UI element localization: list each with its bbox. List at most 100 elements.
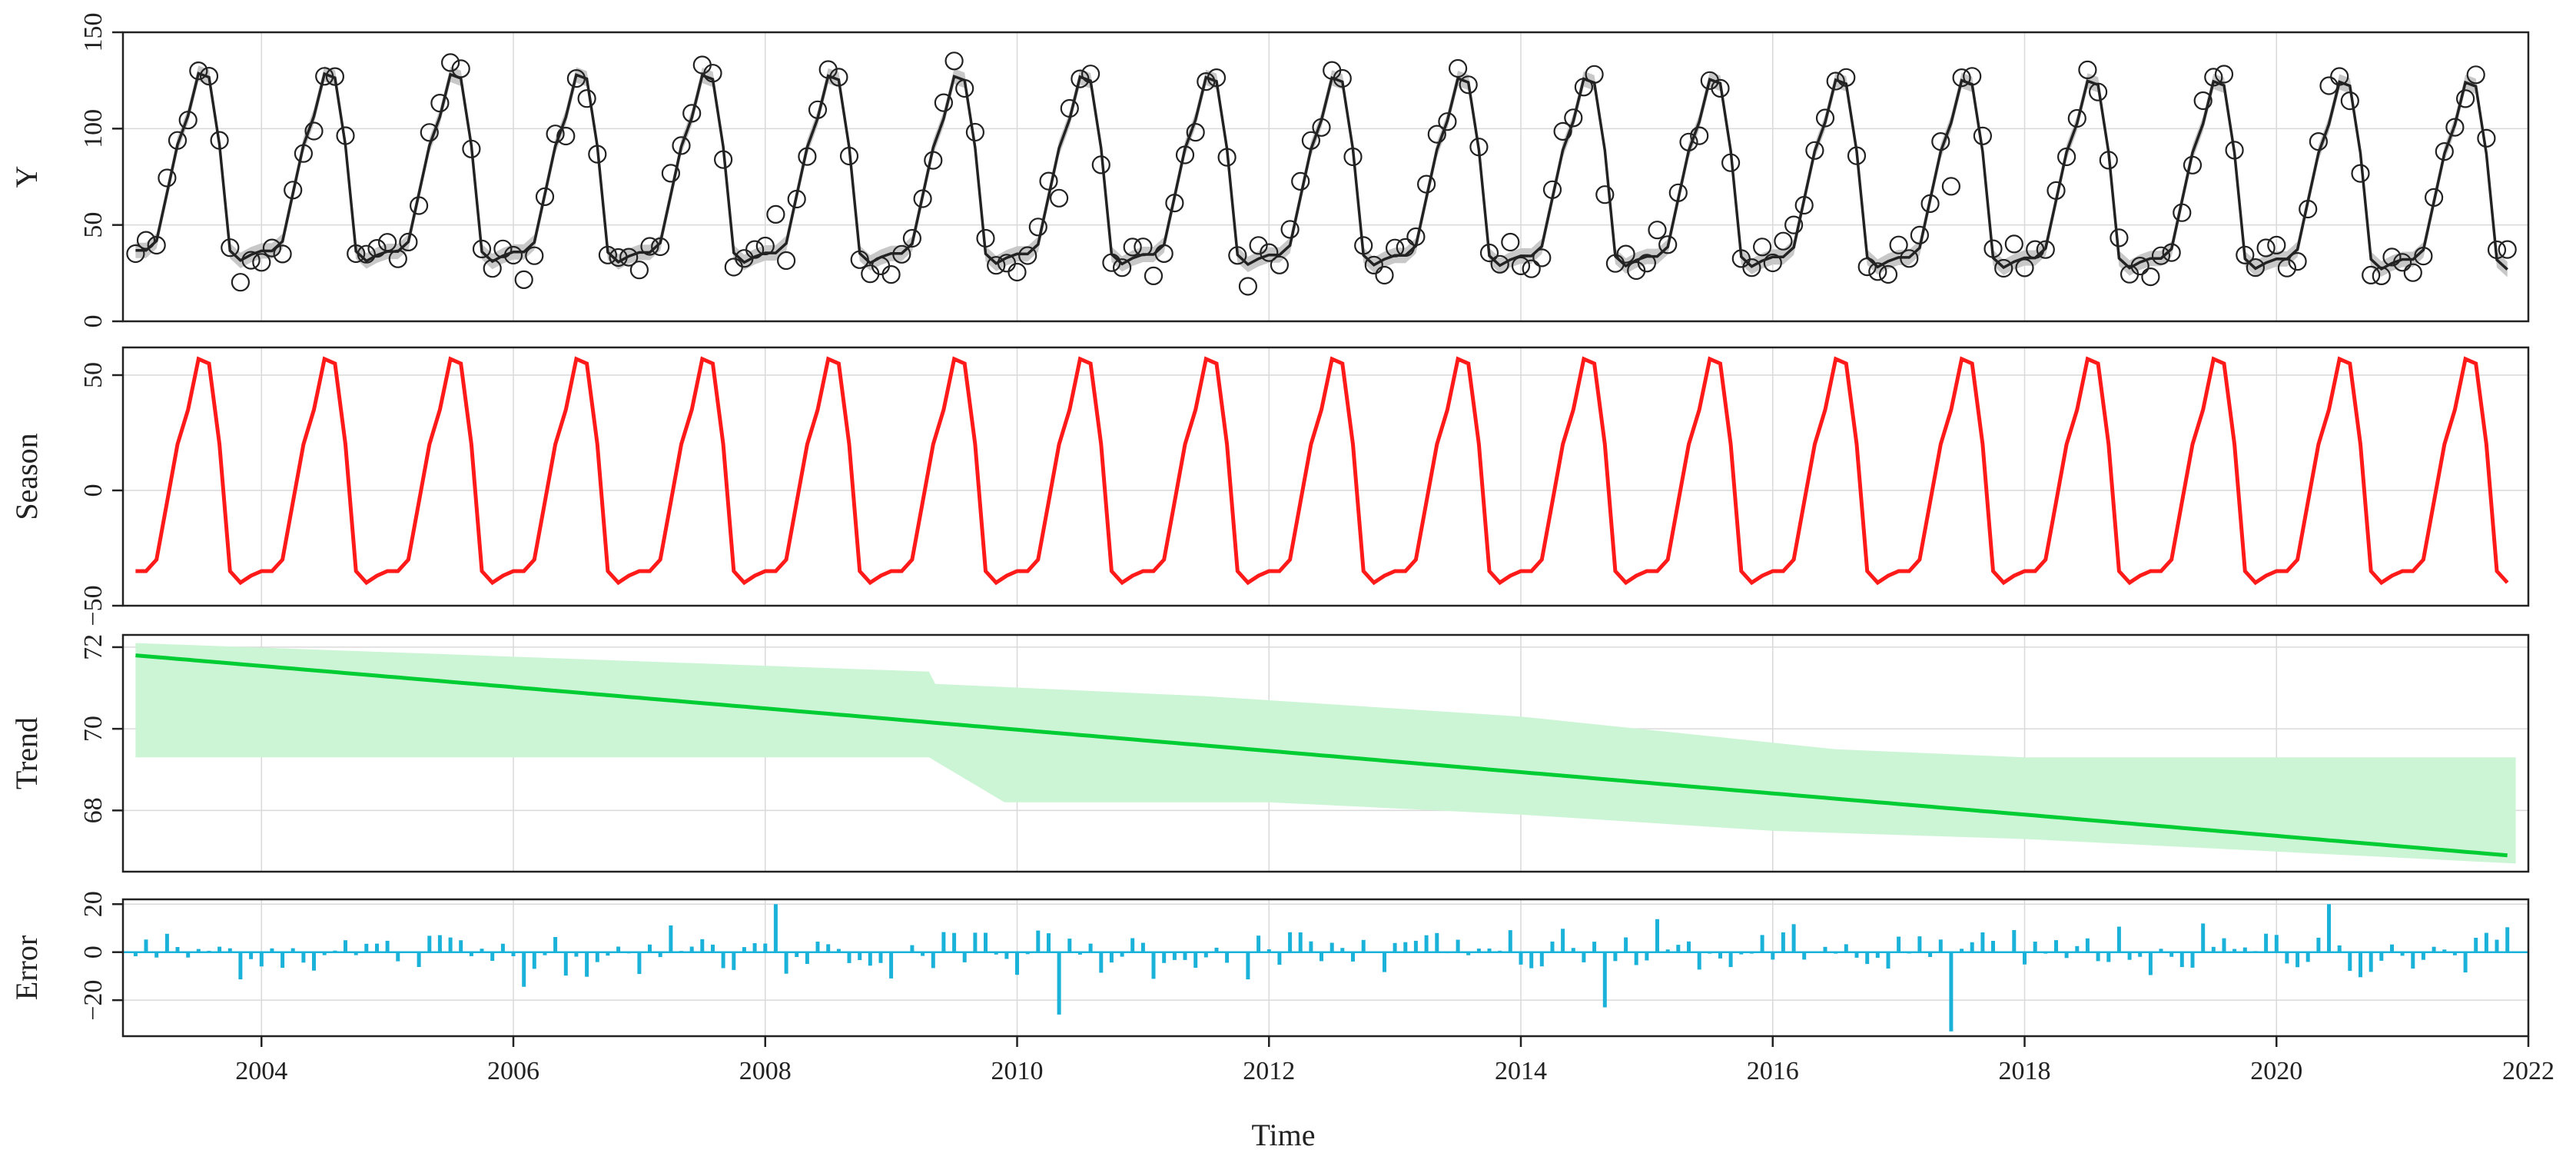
y-axis-label-season: Season (9, 433, 44, 520)
observation-point (315, 67, 334, 86)
x-tick-label: 2020 (2250, 1057, 2302, 1085)
x-tick-label: 2014 (1495, 1057, 1547, 1085)
observation-point (546, 125, 565, 144)
observation-point (430, 94, 450, 113)
x-axis: 2004 2006 2008 2010 2012 2014 2016 2018 2020 2022 (235, 1036, 2554, 1085)
observation-point (1931, 132, 1950, 151)
panel-frame (121, 31, 2530, 323)
observation-point (1071, 69, 1090, 88)
observation-point (724, 258, 743, 277)
y-axis-label-error: Error (9, 935, 44, 1000)
observation-point (1648, 221, 1667, 240)
observation-point (1774, 231, 1793, 251)
observation-point (2162, 243, 2181, 262)
observation-point (787, 189, 806, 209)
observation-point (713, 150, 733, 169)
observation-point (221, 238, 240, 258)
observation-point (1522, 259, 1541, 278)
uncertainty-band (135, 65, 2508, 277)
observation-point (808, 100, 828, 119)
observation-point (2214, 65, 2234, 84)
observation-point (1134, 238, 1153, 257)
observation-point (2330, 67, 2349, 86)
observation-point (525, 246, 544, 265)
observation-point (1585, 65, 1604, 84)
observation-point (1784, 215, 1804, 234)
observation-point (2487, 240, 2507, 260)
y-tick-label: 70 (79, 716, 108, 742)
observation-point (325, 67, 344, 86)
observation-point (1920, 194, 1940, 213)
observation-point (661, 164, 681, 183)
y-tick-label: 50 (79, 212, 108, 238)
observation-point (924, 151, 943, 170)
observation-point (1868, 262, 1887, 281)
observation-point (1354, 236, 1373, 255)
x-tick-label: 2016 (1747, 1057, 1799, 1085)
y-tick-label: −50 (79, 585, 108, 626)
observation-point (1154, 244, 1173, 263)
observation-point (955, 78, 974, 98)
panel-content (126, 52, 2517, 296)
x-axis-label: Time (1251, 1118, 1315, 1152)
y-tick-label: 68 (79, 797, 108, 823)
observation-point (1375, 265, 1394, 285)
observation-point (1165, 194, 1184, 213)
observation-point (640, 237, 659, 256)
observation-point (241, 251, 261, 270)
observation-point (1690, 126, 1709, 145)
observation-point (1490, 254, 1509, 274)
observation-point (2141, 267, 2160, 287)
observation-point (1616, 244, 1635, 264)
observation-point (976, 228, 995, 248)
observation-point (651, 237, 670, 257)
observation-point (2089, 82, 2108, 101)
y-tick-label: 0 (79, 945, 108, 959)
observation-point (1028, 218, 1047, 237)
observation-point (2456, 89, 2475, 108)
observation-point (881, 265, 901, 284)
observation-point (451, 59, 470, 78)
observation-point (1301, 131, 1321, 150)
observation-point (1291, 171, 1310, 191)
observation-point (1343, 147, 1363, 167)
observation-point (1900, 249, 1919, 268)
observation-point (2110, 228, 2129, 248)
observation-point (2078, 60, 2097, 80)
observation-point (829, 68, 848, 87)
observation-point (1847, 146, 1867, 165)
observation-point (1249, 236, 1268, 255)
trend-line (135, 653, 2508, 858)
observation-point (168, 131, 188, 150)
observation-point (2057, 147, 2076, 167)
observation-point (577, 89, 596, 108)
trend-confidence-band (135, 643, 2516, 864)
observation-point (2372, 266, 2391, 285)
observation-point (944, 52, 964, 71)
observation-point (1857, 258, 1877, 277)
observation-point (2236, 245, 2255, 264)
observation-point (367, 239, 387, 258)
observation-point (1805, 141, 1824, 160)
y-axis-label-trend: Trend (9, 717, 44, 789)
observation-point (619, 248, 639, 267)
observation-point (284, 181, 303, 200)
observation-point (2047, 181, 2066, 200)
observation-point (1511, 256, 1531, 275)
observation-point (535, 187, 555, 206)
observation-point (1459, 75, 1478, 95)
observation-point (136, 231, 156, 250)
panel-content (135, 643, 2516, 864)
observation-point (1427, 125, 1446, 144)
observation-point (1501, 232, 1520, 252)
observation-point (913, 189, 932, 208)
fitted-line (135, 71, 2508, 271)
observation-point (378, 233, 397, 252)
observation-point (273, 244, 292, 264)
x-tick-label: 2018 (1999, 1057, 2051, 1085)
observation-point (1385, 238, 1405, 258)
observation-point (598, 245, 618, 264)
observation-point (776, 251, 796, 271)
observation-point (1553, 121, 1572, 141)
